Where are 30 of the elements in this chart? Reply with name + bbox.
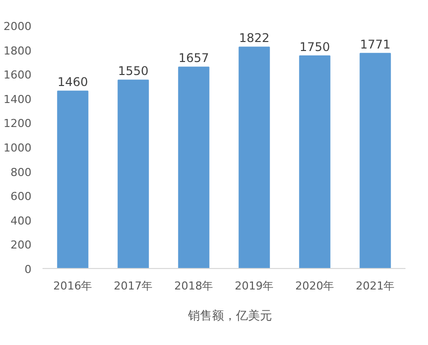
bar [57,90,88,268]
x-tick-label: 2020年 [295,280,334,292]
y-tick-label: 200 [10,238,32,252]
bar [360,52,391,268]
y-tick-label: 2000 [4,20,32,33]
data-label: 1750 [299,40,330,54]
y-tick-label: 1400 [4,92,32,106]
y-tick-label: 400 [10,214,32,228]
bar [299,55,330,268]
data-label: 1460 [57,75,88,90]
y-tick-label: 1000 [4,142,32,154]
y-tick-label: 1800 [4,44,32,58]
x-tick-label: 2016年 [53,280,92,292]
bar [118,80,149,268]
x-tick-label: 2021年 [356,280,395,292]
bar [178,66,210,268]
text: 销售额，亿美元 [188,308,272,324]
y-tick-label: 1600 [4,68,32,82]
x-tick-label: 2018年 [174,280,214,292]
data-label: 1771 [360,37,391,52]
y-tick-label: 1200 [4,117,32,130]
data-label: 1657 [178,51,210,66]
x-tick-label: 2017年 [114,280,153,292]
data-label: 1550 [118,64,149,78]
y-tick-label: 0 [24,263,32,276]
y-tick-label: 800 [10,166,32,179]
data-label: 1822 [238,31,270,46]
y-tick-label: 600 [10,190,32,204]
x-tick-label: 2019年 [234,280,274,292]
bar [238,46,270,268]
